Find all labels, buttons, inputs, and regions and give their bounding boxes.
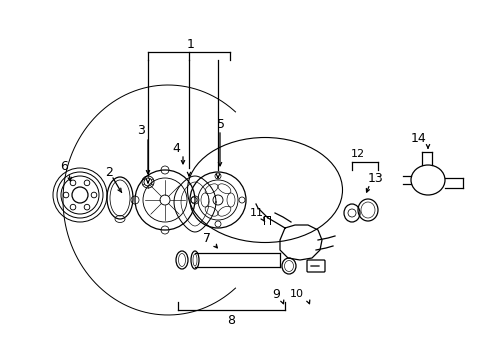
Text: 11: 11 [249,208,264,218]
Text: 2: 2 [105,166,113,179]
Text: 9: 9 [271,288,279,301]
Text: 7: 7 [203,231,210,244]
Text: 5: 5 [217,118,224,131]
Text: 6: 6 [60,159,68,172]
Text: 1: 1 [187,37,195,50]
Text: 13: 13 [367,171,383,184]
Text: 12: 12 [350,149,365,159]
Text: 4: 4 [172,141,180,154]
Text: 14: 14 [410,131,426,144]
Text: 3: 3 [137,123,144,136]
Text: 8: 8 [226,314,235,327]
Text: 10: 10 [289,289,304,299]
